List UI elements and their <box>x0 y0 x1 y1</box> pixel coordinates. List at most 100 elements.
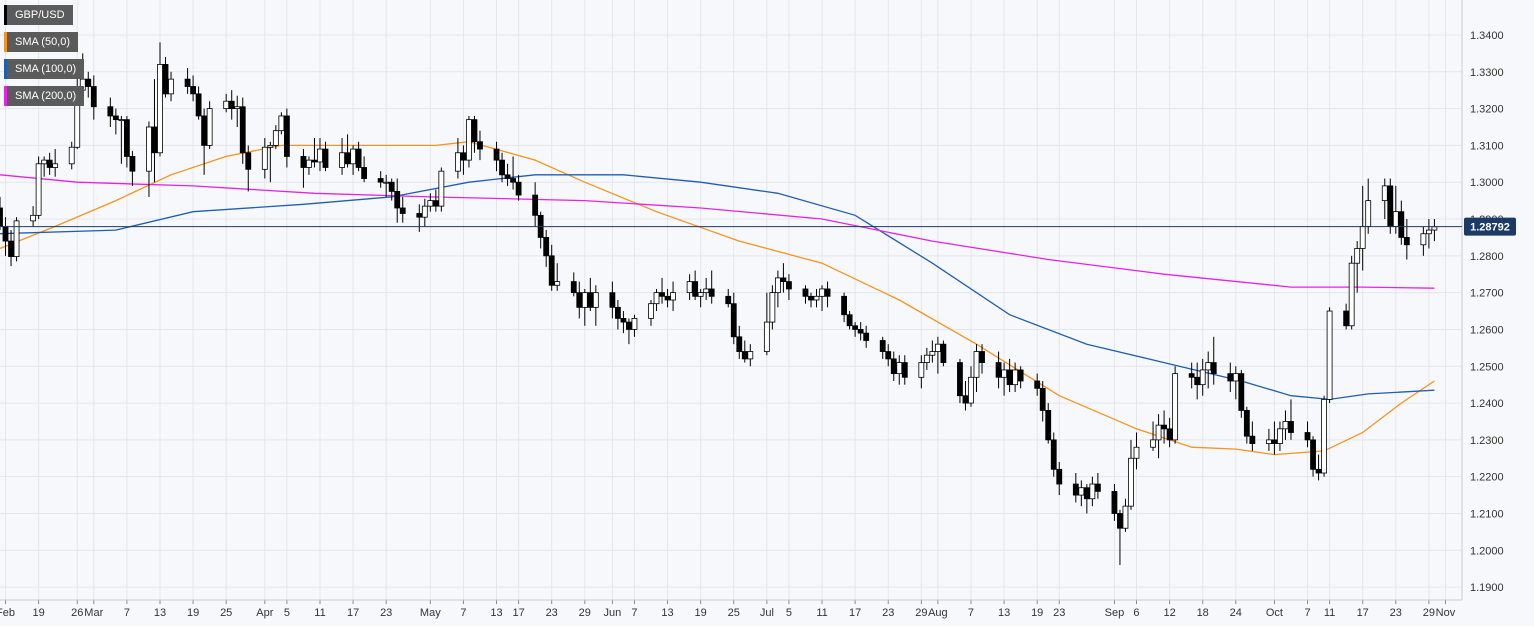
candle-bull <box>1172 373 1179 441</box>
candle-bear <box>615 306 621 319</box>
candle-bull <box>968 376 974 404</box>
candle-bull <box>973 351 980 378</box>
x-tick-label: 5 <box>786 607 792 619</box>
y-tick-label: 1.2600 <box>1470 324 1504 336</box>
x-tick-label: 5 <box>284 607 290 619</box>
candle-bull <box>581 292 588 308</box>
candle-bear <box>587 292 594 308</box>
candle-bear <box>708 288 715 297</box>
x-tick-label: Oct <box>1266 607 1283 619</box>
candle-bull <box>1365 200 1372 227</box>
candle-bear <box>1072 483 1079 496</box>
candle-bear <box>190 86 196 95</box>
candle-bear <box>107 106 114 117</box>
y-tick-label: 1.2700 <box>1470 288 1504 300</box>
candle-bull <box>30 214 37 222</box>
candle-bear <box>311 159 318 163</box>
legend-item-sma100: SMA (100,0) <box>4 59 85 79</box>
candle-bear <box>90 86 97 108</box>
x-tick-label: 19 <box>1031 607 1043 619</box>
y-tick-label: 1.1900 <box>1470 582 1504 594</box>
y-tick-label: 1.3400 <box>1470 30 1504 42</box>
x-tick-label: 26 <box>71 607 83 619</box>
y-tick-label: 1.2200 <box>1470 472 1504 484</box>
candle-bull <box>272 130 279 146</box>
candle-bull <box>350 148 356 165</box>
candle-bear <box>1398 211 1405 238</box>
current-price-label: 1.28792 <box>1470 222 1510 234</box>
x-tick-label: Jul <box>760 607 774 619</box>
candle-bear <box>863 332 870 341</box>
candle-bear <box>239 106 246 154</box>
candle-bear <box>195 93 202 117</box>
candle-bear <box>1050 439 1057 470</box>
candle-bull <box>206 108 213 146</box>
candle-bear <box>1343 310 1350 327</box>
candle-bear <box>1227 373 1234 382</box>
candle-bull <box>1392 211 1399 227</box>
candle-bear <box>184 78 191 87</box>
candle-bull <box>1354 248 1361 264</box>
candle-bull <box>631 318 638 330</box>
candle-bear <box>361 167 368 179</box>
candle-bull <box>918 362 925 378</box>
candle-bull <box>697 292 704 297</box>
legend: GBP/USD SMA (50,0) SMA (100,0) SMA (200,… <box>4 5 85 113</box>
x-tick-label: 17 <box>849 607 861 619</box>
candle-bull <box>1381 185 1388 202</box>
candle-bear <box>548 255 555 286</box>
candle-bear <box>510 178 516 183</box>
candle-bull <box>157 64 163 154</box>
x-tick-label: 24 <box>1230 607 1242 619</box>
candle-bull <box>1420 233 1427 246</box>
candle-bear <box>802 288 809 297</box>
candle-bear <box>344 152 351 165</box>
candle-bear <box>245 152 252 170</box>
candle-bear <box>394 191 401 209</box>
candle-bull <box>1199 369 1206 386</box>
candle-bear <box>808 295 814 301</box>
y-tick-label: 1.3200 <box>1470 104 1504 116</box>
candle-bull <box>763 321 770 352</box>
x-tick-label: Sep <box>1105 607 1125 619</box>
candle-bear <box>1117 513 1123 529</box>
x-tick-label: 29 <box>579 607 591 619</box>
candle-bull <box>1326 310 1333 400</box>
candle-bear <box>786 281 792 290</box>
candle-bull <box>769 292 776 323</box>
candle-bear <box>1243 410 1250 437</box>
candle-bull <box>653 292 660 305</box>
x-tick-label: 7 <box>460 607 466 619</box>
x-tick-label: 29 <box>915 607 927 619</box>
x-tick-label: Aug <box>928 607 948 619</box>
candle-bear <box>576 292 583 308</box>
candle-bear <box>283 115 290 157</box>
candle-bear <box>1166 428 1173 441</box>
candle-bear <box>129 156 136 172</box>
x-tick-label: 13 <box>490 607 502 619</box>
candle-bear <box>515 181 522 196</box>
legend-swatch-gbpusd <box>4 5 7 25</box>
x-tick-label: 11 <box>816 607 827 619</box>
candle-bull <box>421 205 428 218</box>
candle-bear <box>1249 435 1256 444</box>
candle-bear <box>957 362 963 397</box>
candle-bear <box>543 237 550 257</box>
legend-item-sma50: SMA (50,0) <box>4 32 79 52</box>
y-tick-label: 1.2100 <box>1470 508 1504 520</box>
legend-swatch-sma200 <box>4 86 7 106</box>
candle-bear <box>1188 373 1195 378</box>
candle-bull <box>1155 424 1162 441</box>
candle-bear <box>995 362 1002 378</box>
candle-bull <box>592 292 599 308</box>
sma200-line <box>0 174 1435 289</box>
candle-bull <box>146 126 152 172</box>
x-tick-label: 19 <box>32 607 44 619</box>
candle-bear <box>162 64 169 95</box>
candle-bear <box>841 295 847 316</box>
y-tick-label: 1.3100 <box>1470 140 1504 152</box>
candle-bear <box>1238 373 1245 411</box>
candle-bear <box>609 292 616 308</box>
